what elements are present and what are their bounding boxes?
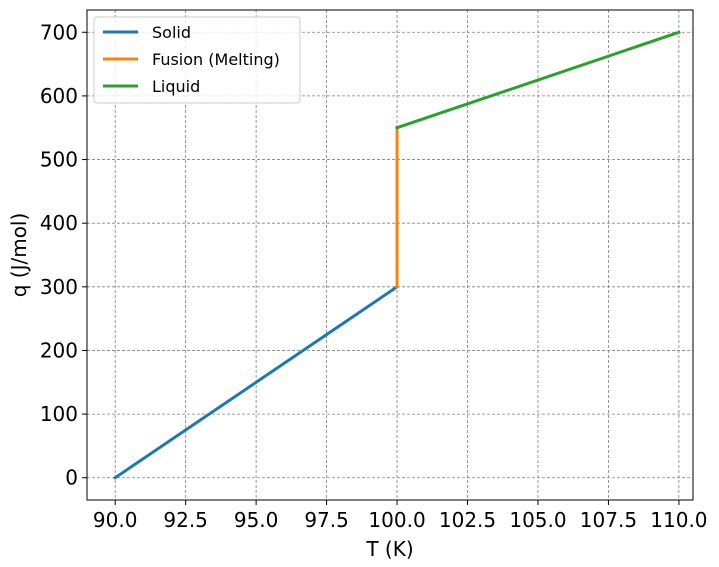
x-tick-label: 102.5 [439,508,496,532]
legend-box [93,16,301,104]
y-axis-label: q (J/mol) [7,213,31,298]
y-tick-label: 0 [65,466,78,490]
series-group [113,30,681,480]
y-tick-label: 100 [40,402,78,426]
x-tick-label: 97.5 [304,508,349,532]
legend: Solid Fusion (Melting) Liquid [93,16,301,104]
y-tick-label: 600 [40,84,78,108]
y-tick-label: 300 [40,275,78,299]
x-tick-label: 107.5 [580,508,637,532]
legend-entry: Fusion (Melting) [152,50,280,69]
x-tick-label: 105.0 [509,508,566,532]
x-tick-label: 92.5 [163,508,208,532]
x-tick-label: 90.0 [93,508,138,532]
y-tick-label: 500 [40,148,78,172]
y-axis-ticks: 0 100 200 300 400 500 600 700 [40,20,87,490]
y-tick-label: 700 [40,20,78,44]
x-tick-label: 100.0 [368,508,425,532]
series-line [395,30,681,130]
y-tick-label: 400 [40,211,78,235]
legend-entry: Solid [152,23,191,42]
x-axis-label: T (K) [365,537,413,561]
legend-entry: Liquid [152,77,200,96]
x-tick-label: 110.0 [650,508,707,532]
axes-frame [86,9,694,501]
x-axis-ticks: 90.0 92.5 95.0 97.5 100.0 102.5 105.0 107.5 110.… [93,500,708,532]
y-tick-label: 200 [40,338,78,362]
x-tick-label: 95.0 [234,508,279,532]
series-line [113,284,400,480]
